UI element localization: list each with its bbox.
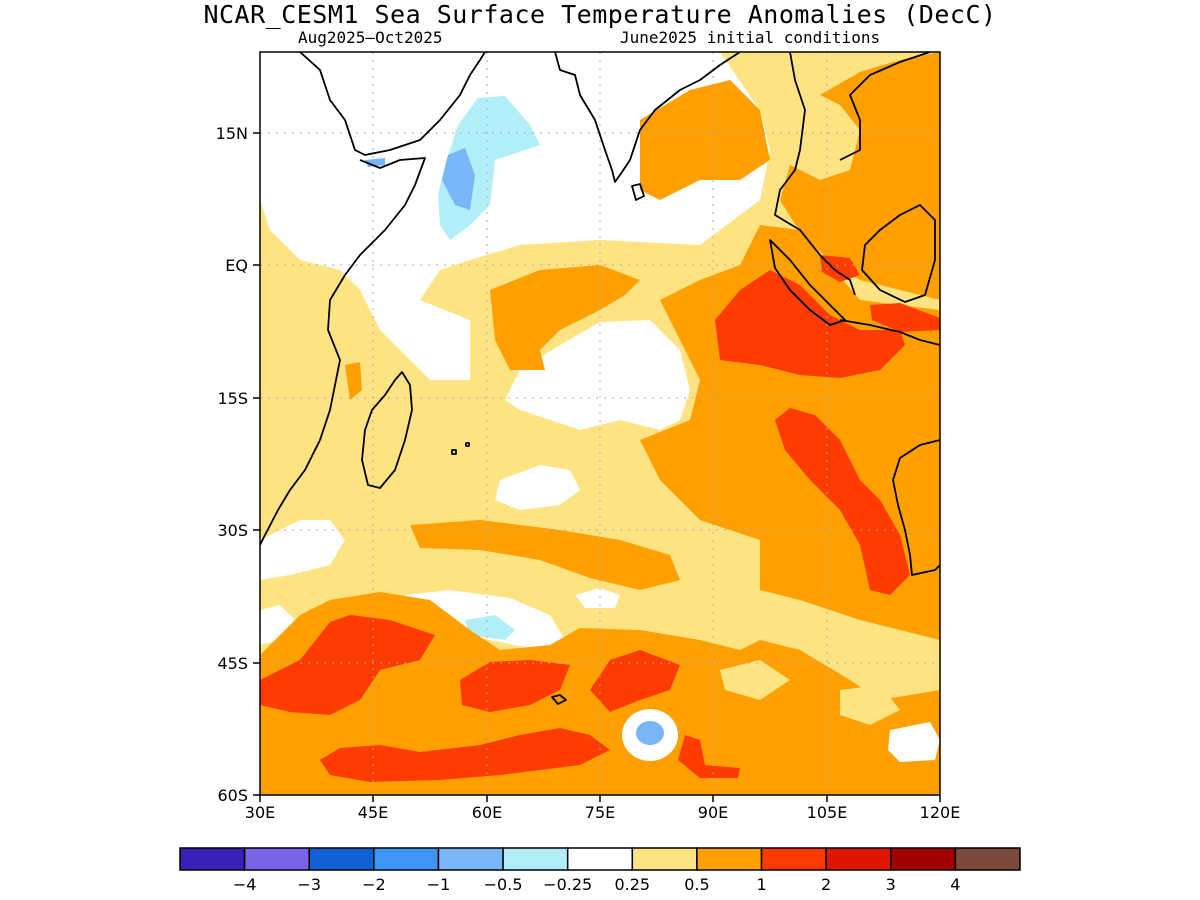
anomaly-red-region [320, 728, 610, 782]
anomaly-red-region [820, 255, 860, 282]
y-tick-label: 30S [217, 521, 248, 540]
x-tick-label: 75E [585, 803, 615, 822]
anomaly-white-region [720, 660, 790, 700]
x-tick-label: 60E [472, 803, 502, 822]
y-tick-label: 15N [216, 124, 248, 143]
anomaly-orange-region [780, 52, 940, 300]
anomaly-blue-region [442, 148, 475, 210]
colorbar-label: −2 [362, 875, 386, 894]
colorbar-label: 2 [821, 875, 831, 894]
x-tick-label: 30E [245, 803, 275, 822]
y-tick-label: 60S [217, 786, 248, 805]
colorbar-label: 3 [886, 875, 896, 894]
colorbar-swatch [243, 847, 310, 871]
colorbar-label: −4 [233, 875, 257, 894]
x-tick-label: 105E [807, 803, 848, 822]
anomaly-white-region [840, 685, 900, 725]
x-tick-label: 120E [920, 803, 961, 822]
colorbar-swatch [696, 847, 763, 871]
colorbar-label: −0.5 [484, 875, 523, 894]
java-coastline [839, 319, 940, 346]
colorbar-label: 0.5 [684, 875, 709, 894]
y-tick-label: 45S [217, 654, 248, 673]
africa-arabia-coastline [299, 52, 486, 156]
colorbar-label: 1 [756, 875, 766, 894]
sumatra-coastline [769, 239, 846, 326]
y-tick-label: EQ [225, 256, 248, 275]
anomaly-field [260, 52, 940, 795]
anomaly-red-region [590, 650, 680, 712]
india-coastline [554, 52, 741, 183]
forecast-period: Aug2025–Oct2025 [298, 28, 443, 47]
africa-east-coastline [260, 157, 426, 546]
colorbar-label: 0.25 [614, 875, 650, 894]
colorbar-label: 4 [950, 875, 960, 894]
colorbar: −4 −3 −2 −1 −0.5 −0.25 0.25 0.5 1 2 3 4 [179, 847, 1021, 894]
coastlines [260, 52, 940, 705]
borneo-coastline [861, 204, 936, 303]
colorbar-swatch [825, 847, 892, 871]
x-tick-label: 45E [358, 803, 388, 822]
colorbar-swatch [954, 847, 1021, 871]
mauritius-coastline [465, 442, 470, 447]
southeast-asia-coastline [839, 52, 931, 161]
colorbar-label: −1 [427, 875, 451, 894]
colorbar-swatch [890, 847, 957, 871]
colorbar-swatch [566, 847, 634, 871]
anomaly-red-region [260, 615, 435, 715]
australia-coastline [892, 439, 940, 576]
axis-ticks [253, 132, 941, 802]
anomaly-white-region [260, 520, 345, 580]
anomaly-orange-region [345, 362, 362, 400]
madagascar-coastline [361, 371, 413, 489]
colorbar-swatch [308, 847, 375, 871]
y-tick-label: 15S [217, 389, 248, 408]
colorbar-label: −3 [297, 875, 321, 894]
reunion-coastline [451, 449, 457, 455]
anomaly-white-region [260, 605, 295, 645]
map-grid [260, 52, 940, 795]
anomaly-white-region [505, 320, 690, 430]
map-title: NCAR_CESM1 Sea Surface Temperature Anoma… [203, 0, 997, 29]
anomaly-white-region [888, 722, 940, 762]
anomaly-lightblue-region [465, 615, 515, 640]
initial-conditions: June2025 initial conditions [620, 28, 881, 47]
anomaly-white-region [495, 465, 580, 510]
colorbar-label: −0.25 [543, 875, 592, 894]
x-tick-label: 90E [698, 803, 728, 822]
anomaly-red-region [775, 408, 910, 595]
anomaly-red-region [460, 660, 570, 712]
anomaly-orange-region [640, 80, 770, 200]
colorbar-swatch [373, 847, 440, 871]
anomaly-red-region [678, 735, 740, 778]
colorbar-swatch [179, 847, 246, 871]
anomaly-red-region [715, 270, 905, 378]
colorbar-swatch [437, 847, 504, 871]
anomaly-orange-region [410, 520, 680, 590]
colorbar-swatch [760, 847, 827, 871]
colorbar-swatch [502, 847, 569, 871]
colorbar-swatch [631, 847, 698, 871]
sri-lanka-coastline [631, 183, 645, 201]
anomaly-orange-region [490, 265, 640, 370]
anomaly-white-region [575, 588, 620, 608]
anomaly-red-region [870, 303, 940, 332]
kerguelen-coastline [551, 694, 567, 705]
anomaly-blue-region [636, 721, 664, 745]
indochina-malay-coastline [774, 52, 856, 296]
